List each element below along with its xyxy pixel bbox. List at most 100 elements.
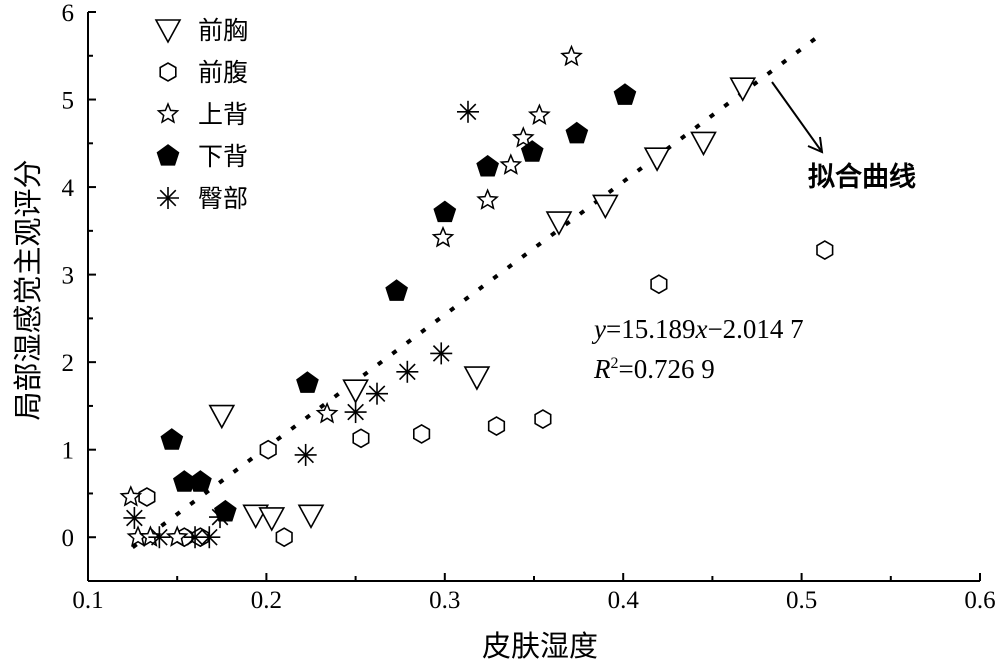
data-point bbox=[258, 507, 286, 532]
star-shape bbox=[511, 126, 535, 148]
hexagon-shape bbox=[487, 416, 506, 437]
data-point bbox=[139, 525, 162, 547]
legend-label: 前胸 bbox=[198, 16, 248, 45]
data-point bbox=[534, 409, 552, 430]
axes: 0.1 0.2 0.3 0.4 0.5 0.6 0 1 2 3 4 5 6 bbox=[62, 0, 996, 614]
pentagon-shape bbox=[476, 154, 499, 177]
legend-marker bbox=[157, 187, 179, 209]
pentagon-shape bbox=[613, 83, 637, 105]
legend-marker bbox=[154, 19, 182, 44]
hexagon-shape bbox=[412, 423, 431, 444]
y-axis-label: 局部湿感觉主观评分 bbox=[11, 159, 45, 420]
data-point bbox=[297, 504, 325, 530]
data-point bbox=[650, 274, 668, 295]
pentagon-shape bbox=[156, 144, 180, 166]
data-point bbox=[275, 527, 293, 548]
data-point bbox=[184, 526, 207, 549]
legend-label: 上背 bbox=[198, 100, 248, 129]
data-point bbox=[165, 525, 189, 547]
pentagon-shape bbox=[385, 279, 408, 301]
legend-label: 前腹 bbox=[198, 58, 248, 87]
data-point bbox=[816, 240, 834, 261]
star-shape bbox=[499, 153, 523, 175]
triangle-shape bbox=[258, 507, 286, 532]
r2-value: =0.726 9 bbox=[619, 354, 715, 384]
pentagon-shape bbox=[189, 470, 212, 492]
series-臀部 bbox=[123, 100, 479, 549]
eq-x: x bbox=[694, 314, 707, 344]
data-point bbox=[208, 404, 236, 430]
data-point bbox=[613, 83, 637, 105]
star-shape bbox=[527, 103, 551, 125]
y-tick-label: 5 bbox=[62, 88, 75, 115]
pentagon-shape bbox=[565, 121, 589, 144]
hexagon-shape bbox=[275, 527, 293, 548]
hexagon-shape bbox=[352, 428, 370, 449]
data-point bbox=[160, 428, 184, 450]
y-tick-label: 4 bbox=[62, 175, 75, 202]
y-tick-label: 6 bbox=[62, 0, 75, 27]
star-shape bbox=[139, 525, 162, 547]
data-point bbox=[511, 126, 535, 148]
eq-y: y bbox=[591, 314, 606, 344]
data-point bbox=[344, 401, 367, 424]
x-tick-label: 0.5 bbox=[786, 587, 817, 614]
data-point bbox=[565, 121, 589, 144]
data-point bbox=[545, 211, 573, 236]
triangle-shape bbox=[463, 366, 491, 391]
data-point bbox=[463, 366, 491, 391]
series-下背 bbox=[160, 83, 637, 522]
asterisk-stroke bbox=[459, 103, 477, 121]
data-point bbox=[259, 439, 277, 460]
data-point bbox=[527, 103, 551, 125]
asterisk-stroke bbox=[368, 385, 386, 403]
data-point bbox=[315, 401, 339, 424]
asterisk-stroke bbox=[347, 403, 364, 421]
data-point bbox=[366, 382, 389, 405]
data-point bbox=[690, 131, 717, 157]
triangle-shape bbox=[154, 19, 182, 44]
star-shape bbox=[119, 485, 143, 507]
data-point bbox=[476, 154, 499, 177]
hexagon-shape bbox=[259, 439, 277, 460]
data-point bbox=[430, 342, 453, 365]
x-tick-label: 0.3 bbox=[429, 587, 460, 614]
series-前胸 bbox=[208, 77, 757, 532]
asterisk-stroke bbox=[126, 509, 143, 527]
asterisk-stroke bbox=[297, 446, 314, 464]
data-point bbox=[342, 379, 369, 404]
fit-equation: y=15.189x−2.014 7 bbox=[591, 314, 804, 344]
data-point bbox=[499, 153, 523, 175]
data-point bbox=[385, 279, 408, 301]
star-shape bbox=[431, 225, 455, 248]
triangle-shape bbox=[208, 404, 236, 430]
triangle-shape bbox=[592, 194, 619, 220]
legend-marker bbox=[156, 102, 180, 124]
data-point bbox=[433, 200, 457, 223]
asterisk-stroke bbox=[398, 363, 416, 381]
pentagon-shape bbox=[296, 371, 319, 393]
series-上背 bbox=[119, 44, 583, 547]
y-tick-label: 2 bbox=[62, 350, 75, 377]
data-point bbox=[123, 506, 146, 529]
asterisk-stroke bbox=[151, 528, 168, 546]
data-point bbox=[148, 526, 171, 549]
fit-annotation: 拟合曲线 bbox=[808, 161, 916, 193]
y-tick-label: 0 bbox=[62, 525, 75, 552]
r-squared: R2=0.726 9 bbox=[593, 354, 715, 384]
legend-label: 臀部 bbox=[198, 184, 248, 213]
pentagon-shape bbox=[433, 200, 457, 223]
triangle-shape bbox=[690, 131, 717, 157]
data-point bbox=[476, 188, 499, 210]
y-tick-label: 3 bbox=[62, 263, 75, 290]
data-point bbox=[412, 423, 431, 444]
data-points bbox=[119, 44, 834, 549]
asterisk-stroke bbox=[200, 528, 218, 546]
legend-marker bbox=[156, 144, 180, 166]
x-axis-label: 皮肤湿度 bbox=[482, 629, 598, 663]
hexagon-shape bbox=[138, 487, 156, 507]
data-point bbox=[456, 100, 479, 123]
hexagon-shape bbox=[650, 274, 668, 295]
data-point bbox=[138, 487, 156, 507]
legend-marker bbox=[159, 62, 177, 82]
